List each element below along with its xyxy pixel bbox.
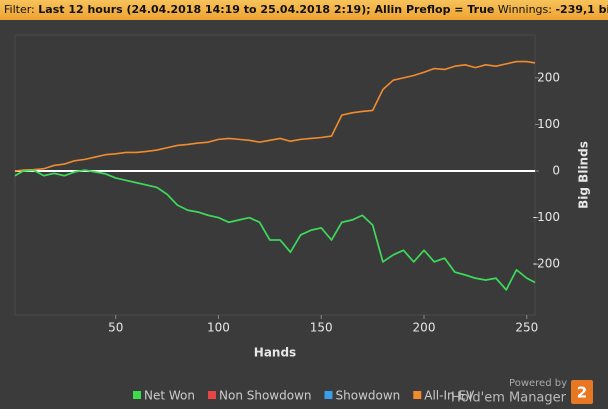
x-axis-title: Hands [254, 346, 296, 360]
x-tick-label: 50 [108, 321, 123, 335]
legend-label: Non Showdown [219, 389, 312, 403]
filter-bar: Filter: Last 12 hours (24.04.2018 14:19 … [0, 0, 608, 20]
y-tick-label: -200 [533, 257, 560, 271]
y-tick-label: 200 [537, 70, 560, 84]
legend-swatch [324, 391, 333, 399]
legend-swatch [208, 391, 216, 399]
legend-swatch [133, 391, 141, 399]
x-tick-label: 250 [515, 321, 538, 335]
plot-area [14, 34, 536, 316]
winnings-value: -239,1 big blinds [555, 3, 608, 16]
y-tick-label: 100 [537, 117, 560, 131]
x-tick-label: 200 [413, 321, 436, 335]
filter-label: Filter: [4, 3, 35, 16]
filter-text: Last 12 hours (24.04.2018 14:19 to 25.04… [38, 3, 495, 16]
winnings-label: Winnings: [497, 3, 552, 16]
y-tick-label: 0 [552, 164, 560, 178]
legend-label: Showdown [336, 389, 401, 403]
x-tick-label: 150 [310, 321, 333, 335]
legend-label: Net Won [144, 389, 195, 403]
logo: 2 [577, 384, 587, 402]
legend-swatch [413, 391, 422, 399]
y-axis-title: Big Blinds [577, 141, 591, 209]
series-line [14, 60, 536, 172]
y-tick-label: -100 [533, 210, 560, 224]
x-tick-label: 100 [207, 321, 230, 335]
logo-box [571, 380, 593, 404]
series-line [14, 169, 536, 291]
powered-by: Powered by [509, 378, 567, 389]
legend-label: All-In EV [424, 389, 475, 403]
product-name: Hold'em Manager [451, 391, 567, 406]
